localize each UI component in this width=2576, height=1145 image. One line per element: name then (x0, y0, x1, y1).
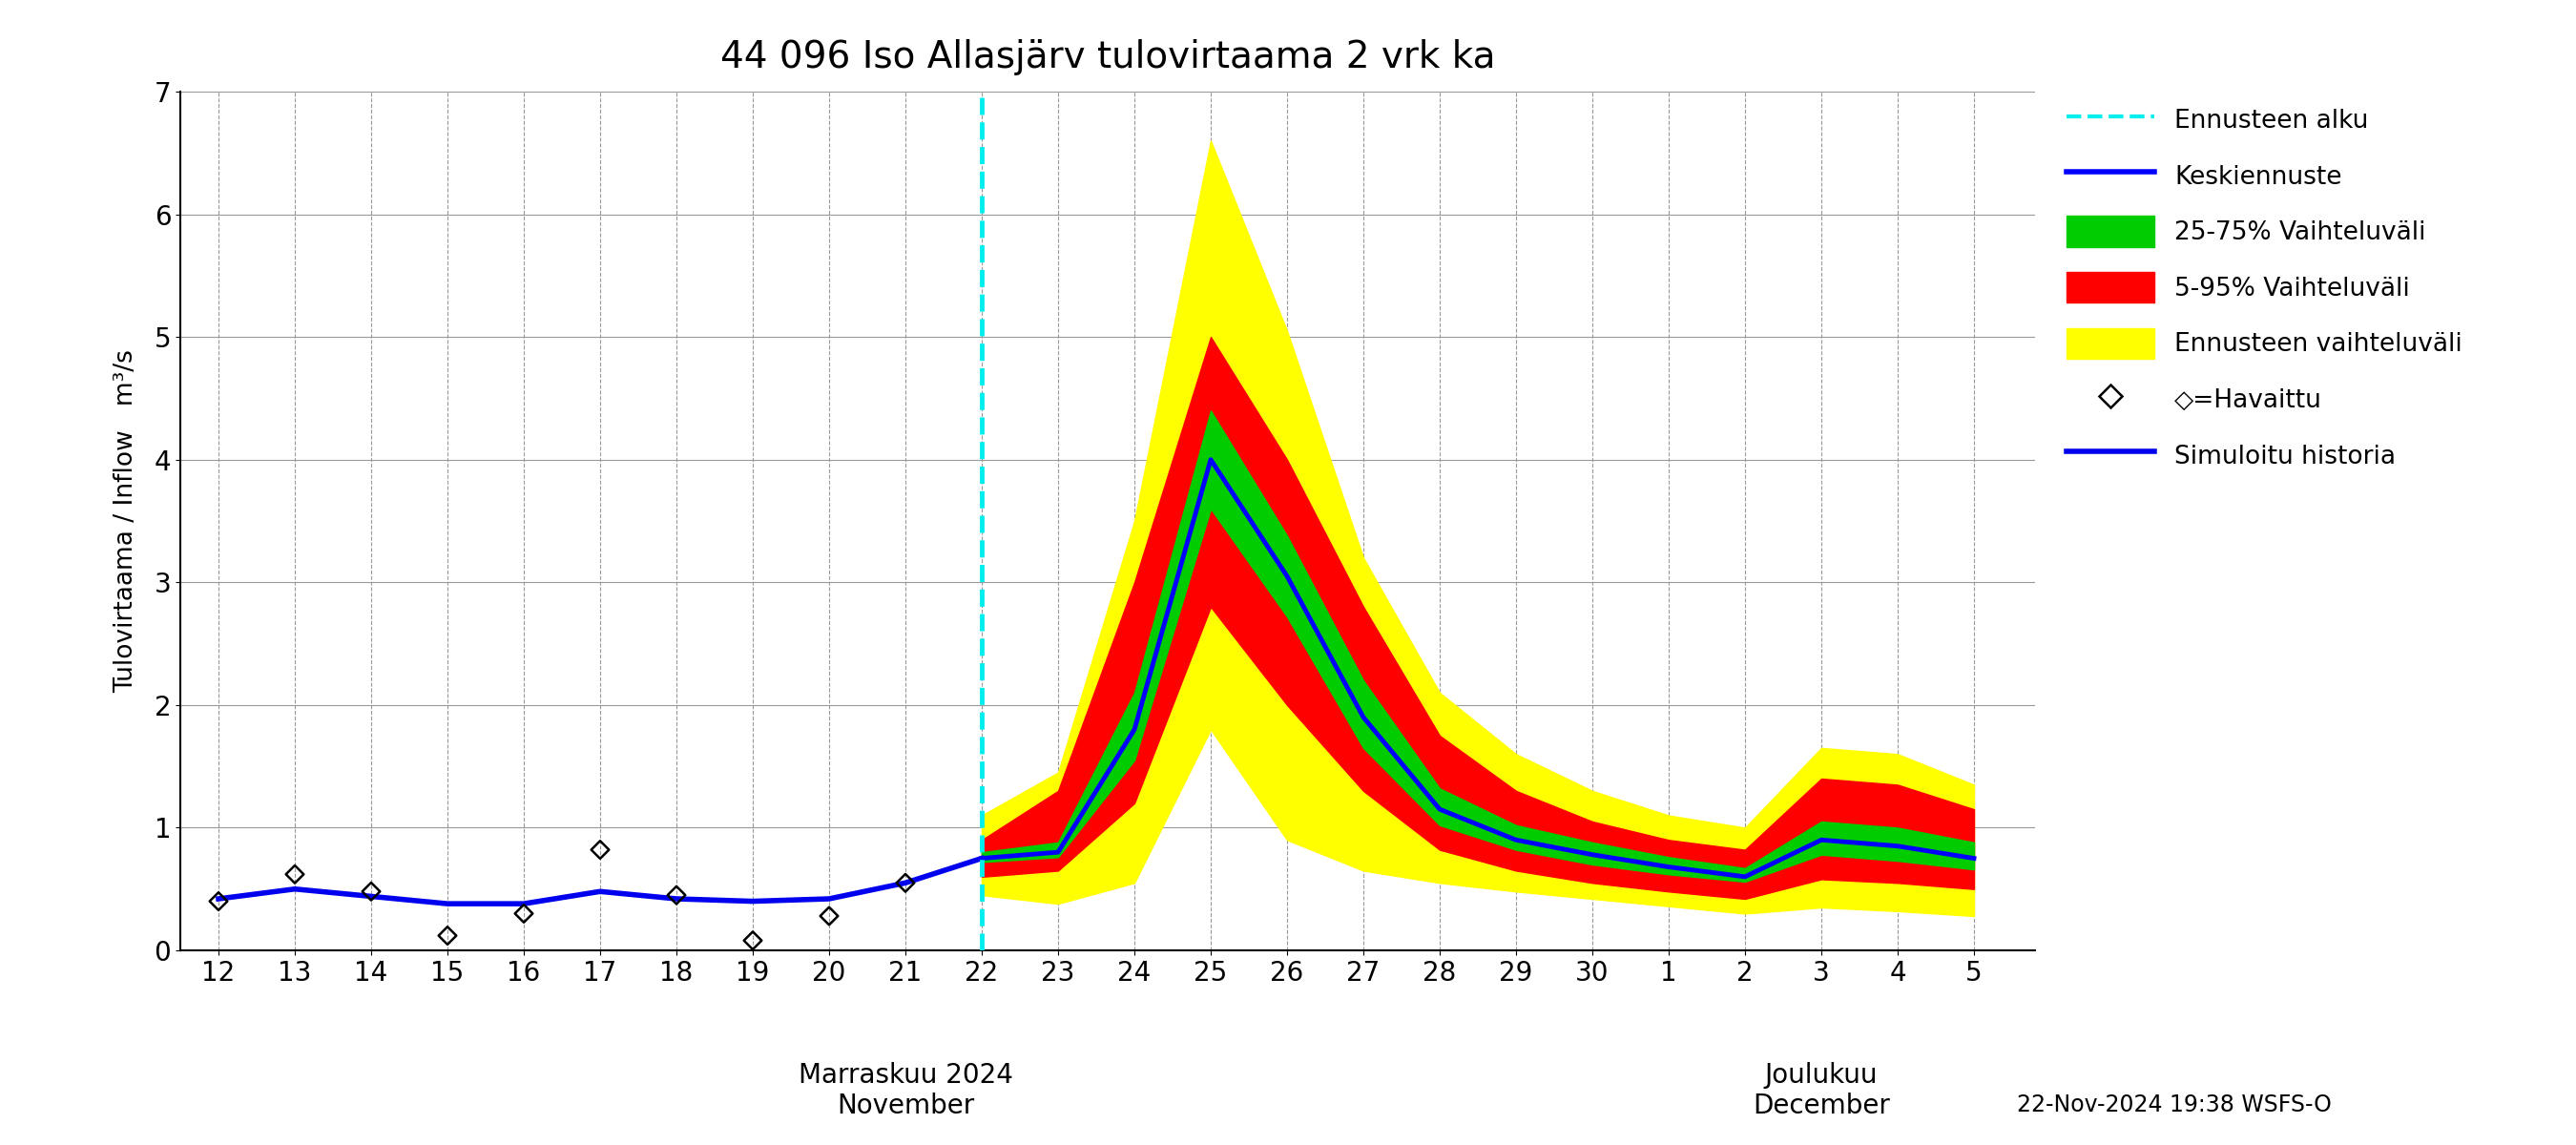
Point (884, 874, 925, 892)
Point (809, 907, 850, 925)
Text: 22-Nov-2024 19:38 WSFS-O: 22-Nov-2024 19:38 WSFS-O (2017, 1093, 2331, 1116)
Point (273, 866, 314, 884)
Title: 44 096 Iso Allasjärv tulovirtaama 2 vrk ka: 44 096 Iso Allasjärv tulovirtaama 2 vrk … (721, 39, 1494, 76)
Point (502, 905, 544, 923)
Text: Joulukuu
December: Joulukuu December (1752, 1063, 1891, 1120)
Point (657, 886, 698, 905)
Point (428, 926, 469, 945)
Legend: Ennusteen alku, Keskiennuste, 25-75% Vaihteluväli, 5-95% Vaihteluväli, Ennusteen: Ennusteen alku, Keskiennuste, 25-75% Vai… (2066, 104, 2463, 471)
Point (580, 840, 621, 859)
Y-axis label: Tulovirtaama / Inflow   m³/s: Tulovirtaama / Inflow m³/s (113, 349, 139, 693)
Point (198, 892, 240, 910)
Point (732, 931, 773, 949)
Point (350, 883, 392, 901)
Text: Marraskuu 2024
November: Marraskuu 2024 November (799, 1063, 1012, 1120)
